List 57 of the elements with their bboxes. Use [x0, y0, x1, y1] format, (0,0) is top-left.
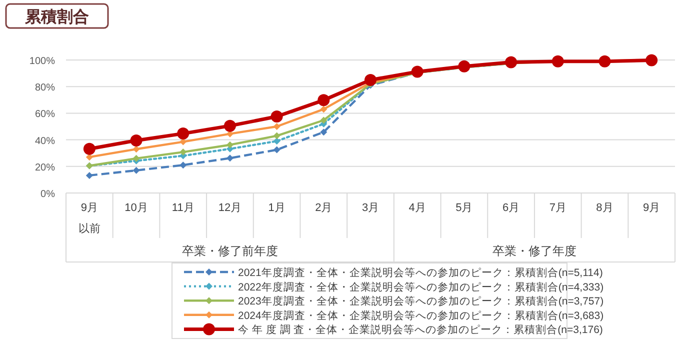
point [86, 154, 93, 161]
x-tick-label: 7月 [549, 202, 566, 214]
y-tick-label: 80% [34, 82, 56, 94]
point [224, 120, 236, 132]
point [132, 146, 140, 153]
point [411, 66, 424, 78]
point [318, 94, 330, 106]
point [320, 128, 328, 136]
point [273, 132, 280, 140]
text: 卒業・修了年度 [492, 244, 576, 258]
text: 卒業・修了前年度 [182, 244, 278, 258]
point [132, 154, 140, 162]
legend-label: 今 年 度 調 査・全体・企業説明会等への参加のピーク：累積割合(n=3,176) [238, 323, 603, 336]
point [598, 55, 611, 68]
point [646, 54, 658, 66]
point [458, 60, 470, 72]
x-tick-label: 10月 [124, 202, 148, 214]
point [130, 134, 142, 146]
point [552, 55, 564, 68]
point [273, 123, 280, 130]
point [505, 56, 518, 68]
y-tick-label: 40% [34, 136, 56, 147]
x-tick-label: 1月 [268, 202, 286, 214]
point [270, 110, 283, 123]
chart-title: 累積割合 [24, 8, 89, 26]
x-tick-label: 6月 [502, 202, 520, 214]
point [273, 138, 280, 145]
point [83, 142, 96, 155]
point [320, 116, 328, 124]
y-tick-label: 100% [29, 56, 56, 67]
x-tick-label: 2月 [315, 202, 332, 214]
point [226, 154, 234, 162]
x-tick-label: 3月 [362, 202, 380, 214]
y-tick-label: 20% [34, 162, 56, 174]
point [86, 172, 93, 179]
point [320, 106, 328, 113]
legend-label: 2024年度調査・全体・企業説明会等への参加のピーク：累積割合(n=3,683) [238, 308, 604, 322]
point [273, 146, 280, 154]
legend-label: 2021年度調査・全体・企業説明会等への参加のピーク：累積割合(n=5,114) [238, 266, 603, 279]
x-tick-label: 4月 [408, 202, 426, 214]
legend-label: 2022年度調査・全体・企業説明会等への参加のピーク：累積割合(n=4,333) [238, 280, 604, 294]
point [226, 141, 234, 148]
point [364, 74, 376, 86]
point [132, 166, 140, 174]
point [177, 128, 190, 140]
x-tick-label: 12月 [218, 202, 242, 214]
x-tick-label: 5月 [456, 202, 473, 214]
legend-label: 2023年度調査・全体・企業説明会等への参加のピーク：累積割合(n=3,757) [238, 294, 604, 308]
point [180, 162, 187, 169]
x-tick-label: 9月以前 [78, 202, 100, 235]
point [180, 148, 187, 156]
point [180, 138, 187, 146]
x-tick-label: 11月 [172, 202, 194, 214]
x-tick-label: 9月 [643, 202, 660, 214]
x-tick-label: 8月 [596, 202, 614, 214]
y-tick-label: 60% [34, 109, 56, 120]
y-tick-label: 0% [40, 189, 56, 200]
